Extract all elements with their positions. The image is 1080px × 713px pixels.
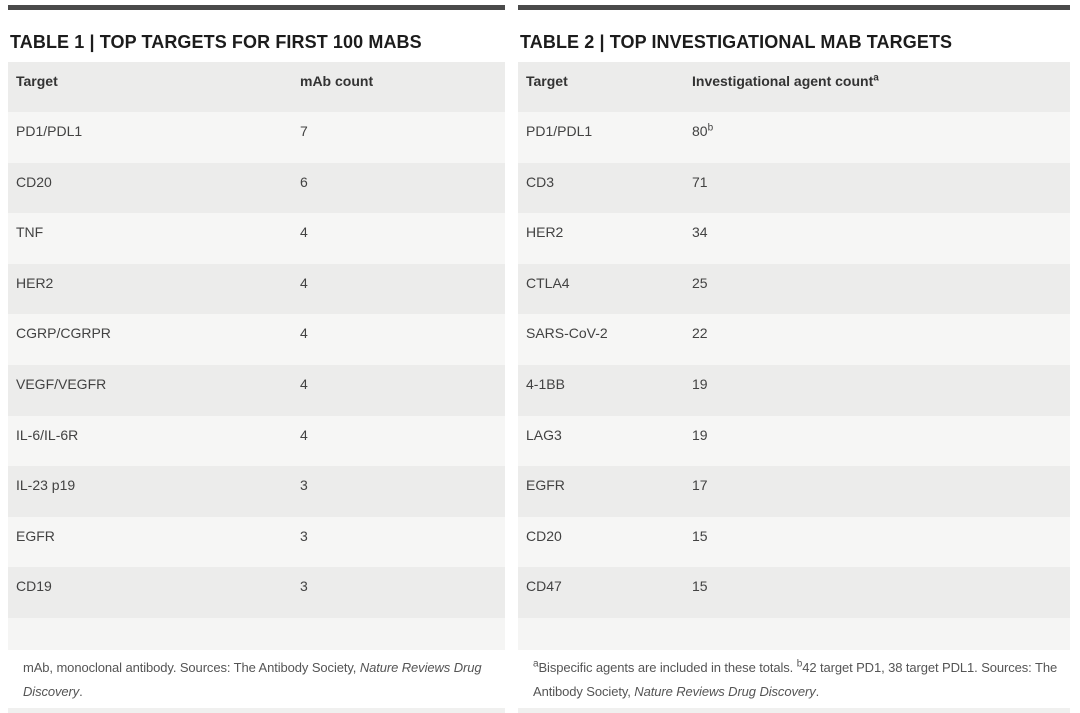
target-cell: PD1/PDL1 <box>16 123 83 139</box>
count-superscript: b <box>707 122 714 134</box>
target-cell: TNF <box>16 224 44 241</box>
column-header-mab-count: mAb count <box>300 73 373 89</box>
target-cell: SARS-CoV-2 <box>526 325 608 342</box>
table-bottom-strip <box>518 708 1070 713</box>
footnote-text: . <box>815 684 820 699</box>
footnote-text: . <box>79 684 83 699</box>
table-row: SARS-CoV-2 22 <box>518 314 1070 365</box>
count-cell: 22 <box>692 325 708 342</box>
footnote-superscript: b <box>796 658 803 670</box>
table-row: PD1/PDL1 7 <box>8 112 505 163</box>
table-bottom-strip <box>8 708 505 713</box>
table-row: HER2 34 <box>518 213 1070 264</box>
table-row: CD20 15 <box>518 516 1070 568</box>
table-row: EGFR 17 <box>518 466 1070 517</box>
table-footnote: aBispecific agents are included in these… <box>533 656 1062 704</box>
target-cell: PD1/PDL1 <box>526 123 593 139</box>
target-cell: CD19 <box>16 578 52 595</box>
table-2-header-row: Target Investigational agent counta <box>518 62 1070 112</box>
count-cell: 6 <box>300 173 308 190</box>
footnote-journal-name: Nature Reviews Drug Discovery <box>23 660 482 699</box>
count-cell: 7 <box>300 123 308 139</box>
count-cell: 4 <box>300 274 308 291</box>
target-cell: VEGF/VEGFR <box>16 375 107 392</box>
table-top-accent-bar <box>8 5 505 10</box>
table-2-card: TABLE 2 | TOP INVESTIGATIONAL MAB TARGET… <box>518 0 1070 713</box>
table-row: VEGF/VEGFR 4 <box>8 364 505 416</box>
table-body: PD1/PDL1 7 CD20 6 TNF 4 HER2 4 CGRP/CGRPR 4 VEGF/V… <box>8 112 505 618</box>
target-cell: EGFR <box>16 527 55 544</box>
count-cell: 4 <box>300 375 308 392</box>
target-cell: LAG3 <box>526 426 562 443</box>
count-cell: 19 <box>692 375 708 392</box>
count-cell: 4 <box>300 325 308 342</box>
count-cell: 3 <box>300 477 308 494</box>
table-body: PD1/PDL1 80b CD3 71 HER2 34 CTLA4 25 SARS-CoV-2 2… <box>518 112 1070 618</box>
table-row: LAG3 19 <box>518 415 1070 467</box>
table-row: CTLA4 25 <box>518 263 1070 315</box>
target-cell: 4-1BB <box>526 375 565 392</box>
table-row: EGFR 3 <box>8 516 505 568</box>
table-row: PD1/PDL1 80b <box>518 112 1070 163</box>
column-header-label: mAb count <box>300 73 374 89</box>
table-row: CD47 15 <box>518 567 1070 618</box>
target-cell: CGRP/CGRPR <box>16 325 111 342</box>
footnote-text: mAb, monoclonal antibody. Sources: The A… <box>23 660 360 675</box>
table-empty-strip <box>8 618 505 650</box>
count-cell: 3 <box>300 527 308 544</box>
table-1-header-row: Target mAb count <box>8 62 505 112</box>
table-footnote: mAb, monoclonal antibody. Sources: The A… <box>23 656 497 704</box>
table-row: CD19 3 <box>8 567 505 618</box>
count-cell: 4 <box>300 224 308 241</box>
count-cell: 15 <box>692 527 708 544</box>
count-cell: 19 <box>692 426 708 443</box>
target-cell: CD47 <box>526 578 562 595</box>
table-row: 4-1BB 19 <box>518 364 1070 416</box>
count-cell: 25 <box>692 274 708 291</box>
column-header-superscript: a <box>873 72 879 84</box>
target-cell: CD3 <box>526 173 555 190</box>
table-row: CD20 6 <box>8 162 505 214</box>
footnote-text: Bispecific agents are included in these … <box>538 660 797 675</box>
footnote-text: 42 target PD1, 38 target PDL1. Sources: … <box>533 660 1058 699</box>
column-header-agent-count: Investigational agent counta <box>692 73 879 89</box>
column-header-target: Target <box>16 73 58 89</box>
footnote-journal-name: Nature Reviews Drug Discovery <box>634 684 816 699</box>
count-cell: 4 <box>300 426 308 443</box>
table-1-card: TABLE 1 | TOP TARGETS FOR FIRST 100 MABS… <box>8 0 505 713</box>
count-cell: 15 <box>692 578 708 595</box>
table-row: CD3 71 <box>518 162 1070 214</box>
table-row: IL-6/IL-6R 4 <box>8 415 505 467</box>
column-header-target: Target <box>526 73 568 89</box>
target-cell: IL-6/IL-6R <box>16 426 79 443</box>
table-1-title: TABLE 1 | TOP TARGETS FOR FIRST 100 MABS <box>10 32 422 52</box>
count-cell: 17 <box>692 477 708 494</box>
target-cell: CD20 <box>16 173 52 190</box>
count-cell: 3 <box>300 578 308 595</box>
count-cell: 71 <box>692 173 708 190</box>
table-2-title: TABLE 2 | TOP INVESTIGATIONAL MAB TARGET… <box>520 32 953 52</box>
target-cell: EGFR <box>526 477 565 494</box>
table-top-accent-bar <box>518 5 1070 10</box>
target-cell: CTLA4 <box>526 274 570 291</box>
table-empty-strip <box>518 618 1070 650</box>
column-header-label: Investigational agent count <box>692 73 874 89</box>
target-cell: HER2 <box>526 224 564 241</box>
count-cell: 34 <box>692 224 708 241</box>
table-row: IL-23 p19 3 <box>8 466 505 517</box>
table-row: HER2 4 <box>8 263 505 315</box>
table-row: TNF 4 <box>8 213 505 264</box>
count-cell: 80b <box>692 122 714 139</box>
target-cell: IL-23 p19 <box>16 477 76 494</box>
table-row: CGRP/CGRPR 4 <box>8 314 505 365</box>
target-cell: CD20 <box>526 527 562 544</box>
footnote-superscript: a <box>533 658 539 670</box>
target-cell: HER2 <box>16 274 54 291</box>
